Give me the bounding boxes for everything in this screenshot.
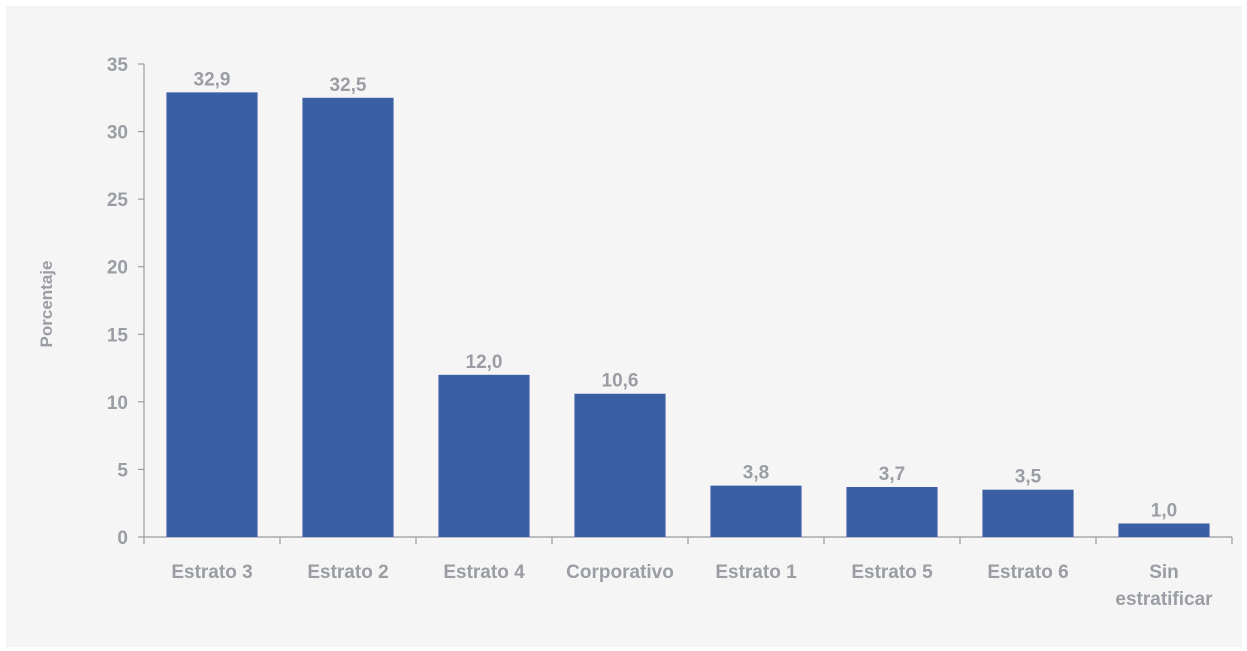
y-tick-label: 0 <box>117 528 128 549</box>
data-label: 32,5 <box>330 75 367 96</box>
y-tick-label: 20 <box>107 258 128 279</box>
category-label: Estrato 3 <box>171 562 252 583</box>
category-label: Estrato 6 <box>987 562 1068 583</box>
data-label: 32,9 <box>194 69 231 90</box>
category-label: Estrato 4 <box>443 562 525 583</box>
bar <box>710 485 802 537</box>
y-tick-label: 5 <box>117 460 128 481</box>
y-axis-ticks: 0 5 10 15 20 25 30 35 <box>107 55 1233 549</box>
bar <box>1118 523 1210 537</box>
y-tick-label: 25 <box>107 190 129 211</box>
bar <box>574 393 666 537</box>
y-axis-title: Porcentaje <box>37 261 56 348</box>
y-tick-label: 10 <box>107 393 128 414</box>
y-tick-label: 35 <box>107 55 129 76</box>
category-labels-group: Estrato 3 Estrato 2 Estrato 4 Corporativo Es… <box>171 562 1213 610</box>
y-tick-label: 15 <box>107 325 129 346</box>
data-label: 3,5 <box>1015 467 1042 488</box>
data-label: 12,0 <box>466 352 503 373</box>
bar <box>846 486 938 537</box>
category-label: Estrato 1 <box>715 562 797 583</box>
category-label: Estrato 2 <box>307 562 388 583</box>
bar <box>166 92 258 537</box>
category-label: Corporativo <box>566 562 674 583</box>
data-label: 10,6 <box>602 371 639 392</box>
data-label: 3,8 <box>743 463 769 484</box>
data-label: 3,7 <box>879 464 905 485</box>
category-label: Sin estratificar <box>1115 562 1213 610</box>
data-label: 1,0 <box>1151 500 1177 521</box>
bar <box>982 489 1074 537</box>
category-label: Estrato 5 <box>851 562 933 583</box>
data-labels-group: 32,9 32,5 12,0 10,6 3,8 3,7 3,5 1,0 <box>194 69 1178 521</box>
bar <box>438 374 530 537</box>
bar <box>302 97 394 538</box>
bars-group <box>166 92 1210 538</box>
y-tick-label: 30 <box>107 123 128 144</box>
